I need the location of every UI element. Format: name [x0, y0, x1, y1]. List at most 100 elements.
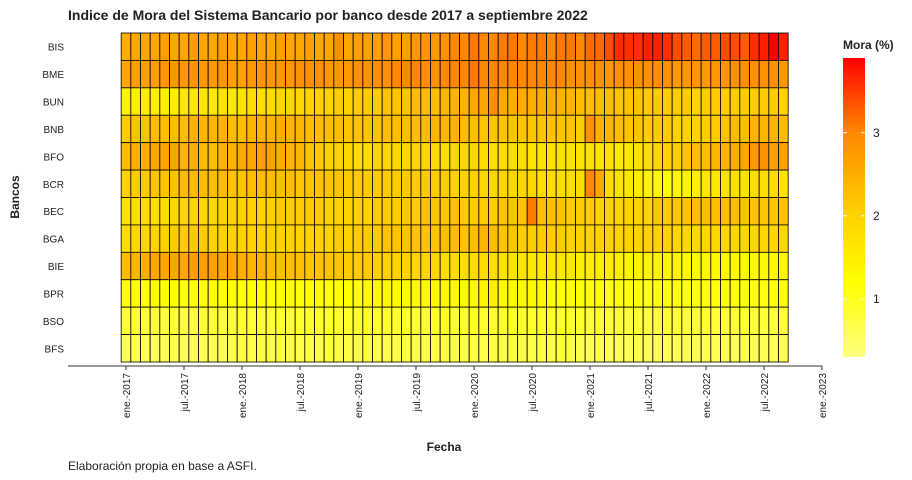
x-tick-label: ene.-2022 — [702, 373, 713, 418]
heat-cell — [275, 279, 286, 308]
y-tick-label: BFS — [45, 344, 65, 355]
x-tick-label: ene.-2017 — [122, 373, 133, 418]
heat-cell — [594, 32, 605, 61]
heat-cell — [729, 60, 741, 89]
heat-cell — [662, 251, 673, 281]
heat-cell — [749, 114, 760, 144]
heat-cell — [488, 114, 499, 144]
heat-cell — [430, 334, 441, 363]
heat-cell — [565, 279, 576, 308]
heat-cell — [265, 279, 277, 308]
heat-cell — [410, 169, 422, 198]
heat-cell — [623, 142, 634, 171]
heat-cell — [304, 169, 315, 198]
heat-cell — [439, 251, 451, 281]
heat-cell — [478, 87, 489, 116]
heat-cell — [391, 114, 402, 144]
heat-cell — [372, 32, 383, 61]
heat-cell — [188, 334, 199, 363]
heat-cell — [546, 32, 557, 61]
heat-cell — [130, 60, 141, 89]
heat-cell — [613, 142, 625, 171]
heat-cell — [159, 251, 170, 281]
heat-cell — [401, 142, 412, 171]
heat-cell — [401, 224, 412, 253]
heat-cell — [439, 169, 451, 198]
heat-cell — [120, 224, 132, 253]
heat-cell — [314, 334, 325, 363]
heat-cell — [671, 251, 683, 281]
heat-cell — [420, 279, 431, 308]
heat-cell — [478, 169, 489, 198]
heat-cell — [681, 169, 692, 198]
heat-cell — [236, 306, 248, 335]
heat-cell — [613, 306, 625, 335]
heat-cell — [265, 114, 277, 144]
heat-cell — [671, 224, 683, 253]
heat-cell — [275, 32, 286, 61]
heat-cell — [246, 197, 257, 226]
x-tick-label: jul.-2020 — [528, 373, 539, 413]
heat-cell — [178, 87, 190, 116]
heat-cell — [700, 334, 712, 363]
heat-cell — [314, 251, 325, 281]
heat-cell — [372, 169, 383, 198]
heat-cell — [710, 32, 721, 61]
heat-cell — [265, 60, 277, 89]
heat-cell — [120, 251, 132, 281]
heat-cell — [178, 114, 190, 144]
heat-cell — [149, 224, 161, 253]
heat-cell — [662, 114, 673, 144]
heat-cell — [265, 306, 277, 335]
heat-cell — [700, 251, 712, 281]
heat-cell — [275, 251, 286, 281]
heat-cell — [497, 197, 509, 226]
heat-cell — [488, 87, 499, 116]
heat-cell — [352, 32, 364, 61]
heat-cell — [507, 306, 518, 335]
heat-cell — [710, 197, 721, 226]
heat-cell — [652, 306, 663, 335]
heat-cell — [623, 279, 634, 308]
heat-cell — [159, 306, 170, 335]
heat-cell — [507, 251, 518, 281]
heat-cell — [517, 334, 528, 363]
heat-cell — [758, 334, 770, 363]
heat-cell — [130, 334, 141, 363]
heat-cell — [217, 114, 228, 144]
heat-cell — [207, 224, 219, 253]
heat-cell — [778, 279, 789, 308]
heat-cell — [459, 306, 470, 335]
heat-cell — [507, 142, 518, 171]
heat-cell — [507, 224, 518, 253]
heat-cell — [710, 87, 721, 116]
heat-cell — [314, 279, 325, 308]
heat-cell — [410, 334, 422, 363]
heat-cell — [555, 142, 567, 171]
heat-cell — [401, 169, 412, 198]
heat-cell — [517, 169, 528, 198]
heat-cell — [159, 142, 170, 171]
heat-cell — [700, 32, 712, 61]
heat-cell — [410, 306, 422, 335]
heat-cell — [642, 334, 654, 363]
heat-cell — [285, 114, 296, 144]
heat-cell — [343, 251, 354, 281]
heat-cell — [140, 197, 151, 226]
heat-cell — [720, 32, 731, 61]
heat-cell — [265, 334, 277, 363]
heat-cell — [149, 197, 161, 226]
heat-cell — [372, 251, 383, 281]
heat-cell — [140, 87, 151, 116]
heat-cell — [575, 251, 586, 281]
heat-cell — [575, 32, 586, 61]
heat-cell — [323, 114, 335, 144]
heat-cell — [352, 197, 364, 226]
heat-cell — [749, 224, 760, 253]
heat-cell — [285, 306, 296, 335]
heat-cell — [256, 169, 267, 198]
heat-cell — [662, 60, 673, 89]
heat-cell — [323, 60, 335, 89]
heat-cell — [236, 169, 248, 198]
heat-cell — [449, 251, 460, 281]
